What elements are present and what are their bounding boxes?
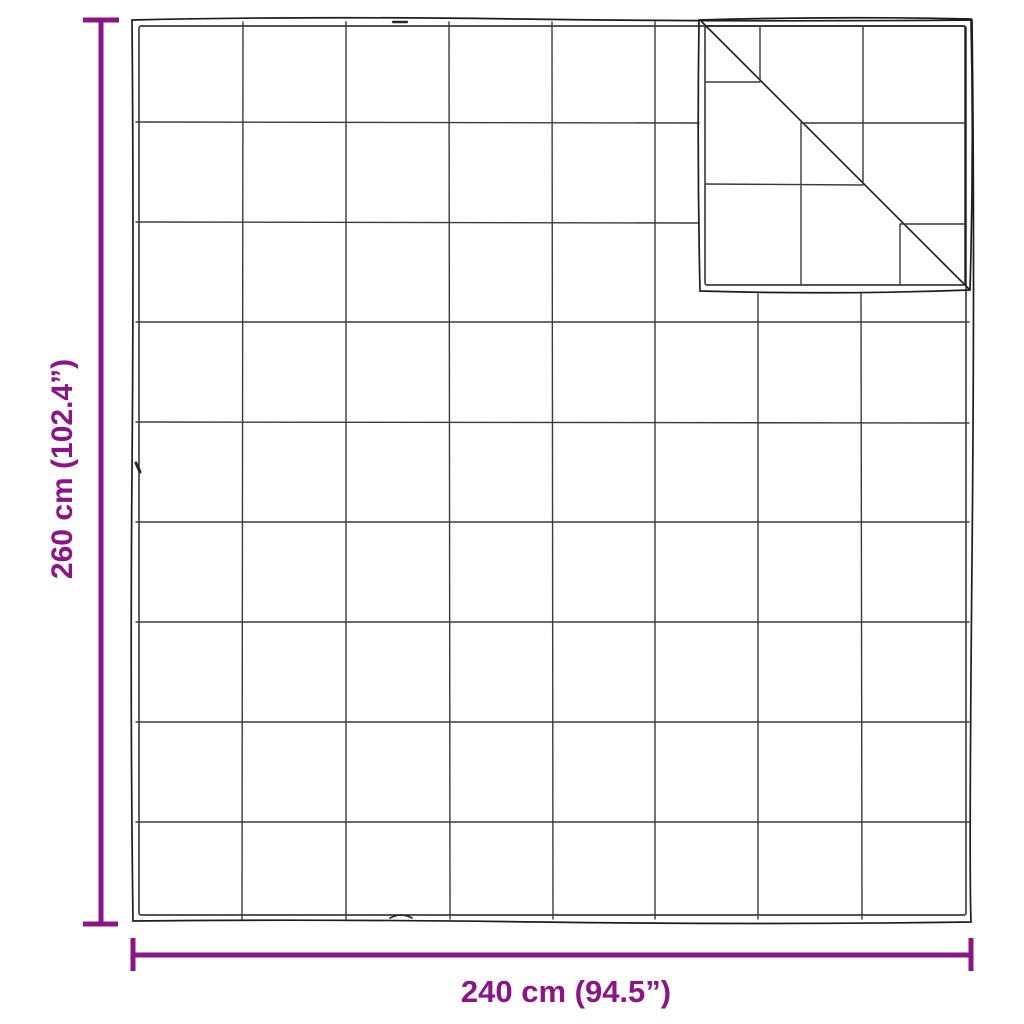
fold-grid-segments (704, 25, 966, 286)
width-dimension-line (130, 938, 974, 971)
grid-vertical-seams-under-fold (757, 293, 863, 920)
grid-horizontal-seams-upper (135, 121, 700, 224)
bottom-edge-nub (389, 914, 413, 919)
blanket (130, 16, 975, 925)
quilt-grid (135, 21, 970, 920)
fold-outline-inner (704, 25, 966, 286)
grid-horizontal-seams (135, 321, 970, 823)
width-dimension-label: 240 cm (94.5”) (461, 974, 671, 1009)
height-dimension-line (83, 17, 119, 927)
fold-outline (697, 16, 974, 294)
dimension-annotations (83, 17, 974, 971)
grid-vertical-seams (241, 21, 656, 920)
blanket-outline-outer (130, 16, 975, 925)
fold-grid (704, 25, 966, 286)
fold-outline-outer (697, 16, 974, 294)
folded-corner (697, 16, 974, 294)
height-dimension-label: 260 cm (102.4”) (46, 359, 79, 579)
hand-drawn-marks (134, 20, 413, 919)
left-edge-tick (134, 461, 142, 474)
fold-diagonal-crease (701, 21, 970, 290)
